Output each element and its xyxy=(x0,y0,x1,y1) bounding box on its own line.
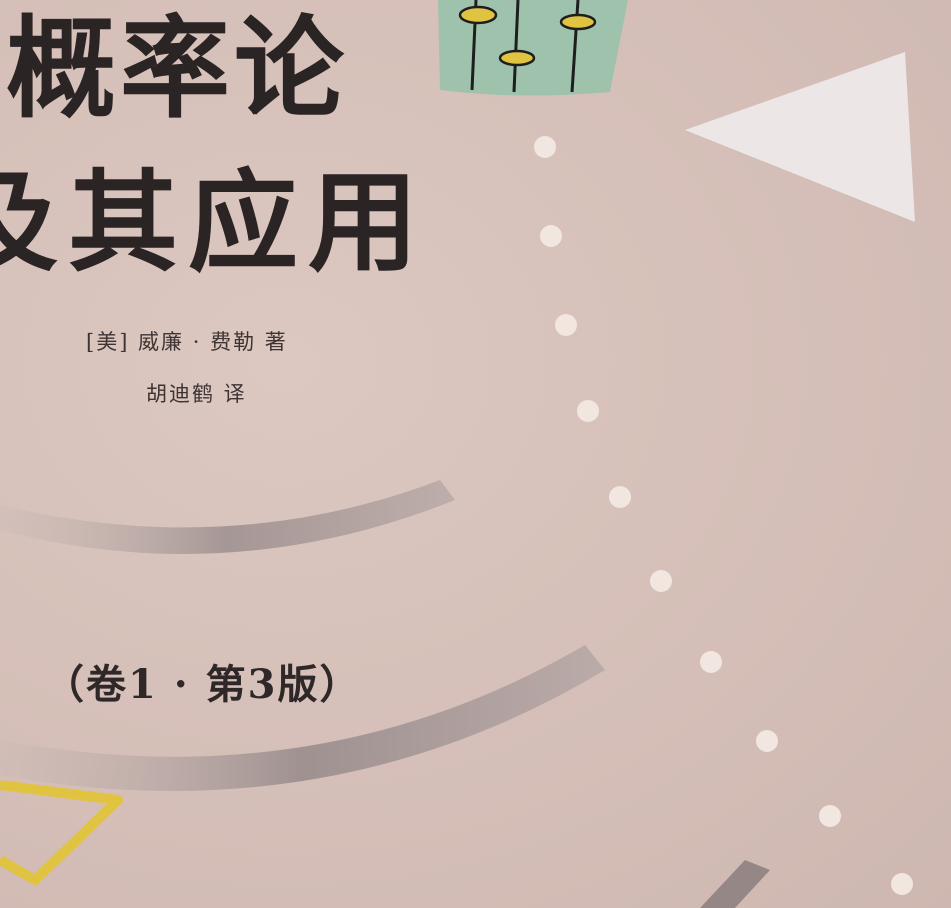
arc-dot xyxy=(577,400,599,422)
author-credit: [美] 威廉 · 费勒 著 xyxy=(86,330,288,354)
gray-arc-middle xyxy=(0,645,605,791)
arc-dot xyxy=(650,570,672,592)
gray-arc-upper xyxy=(0,480,455,554)
dotted-arc xyxy=(534,136,913,895)
arc-dot xyxy=(700,651,722,673)
triangle-shape xyxy=(685,52,915,222)
arc-dot xyxy=(534,136,556,158)
arc-dot xyxy=(555,314,577,336)
abacus-slider-icon xyxy=(438,0,628,96)
arc-dot xyxy=(891,873,913,895)
arc-dot xyxy=(756,730,778,752)
book-title-line-2: 及其应用 xyxy=(0,159,428,287)
gray-arc-lower xyxy=(700,860,770,908)
yellow-outline-shape xyxy=(0,780,123,885)
translator-credit: 胡迪鹤 译 xyxy=(146,382,247,406)
arc-dot xyxy=(540,225,562,247)
arc-dot xyxy=(609,486,631,508)
arc-dot xyxy=(819,805,841,827)
edition-label: （卷1 · 第3版） xyxy=(44,661,362,708)
book-title-line-1: 概率论 xyxy=(6,5,348,133)
